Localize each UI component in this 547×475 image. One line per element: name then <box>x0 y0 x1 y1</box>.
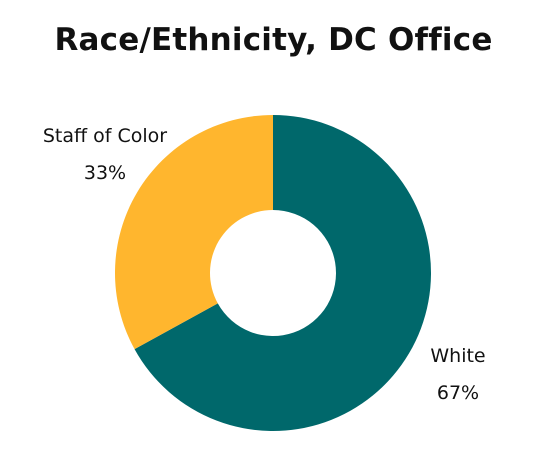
slice-label-staff-of-color: Staff of Color 33% <box>30 118 180 192</box>
slice-value-white: 67% <box>436 382 480 404</box>
chart-title: Race/Ethnicity, DC Office <box>54 22 493 58</box>
slice-name-staff-of-color: Staff of Color <box>42 125 168 147</box>
slice-value-staff-of-color: 33% <box>83 162 127 184</box>
slice-name-white: White <box>430 345 486 367</box>
slice-label-white: White 67% <box>418 338 498 412</box>
slice-staff-of-color <box>115 115 274 350</box>
slice-white <box>134 115 432 431</box>
